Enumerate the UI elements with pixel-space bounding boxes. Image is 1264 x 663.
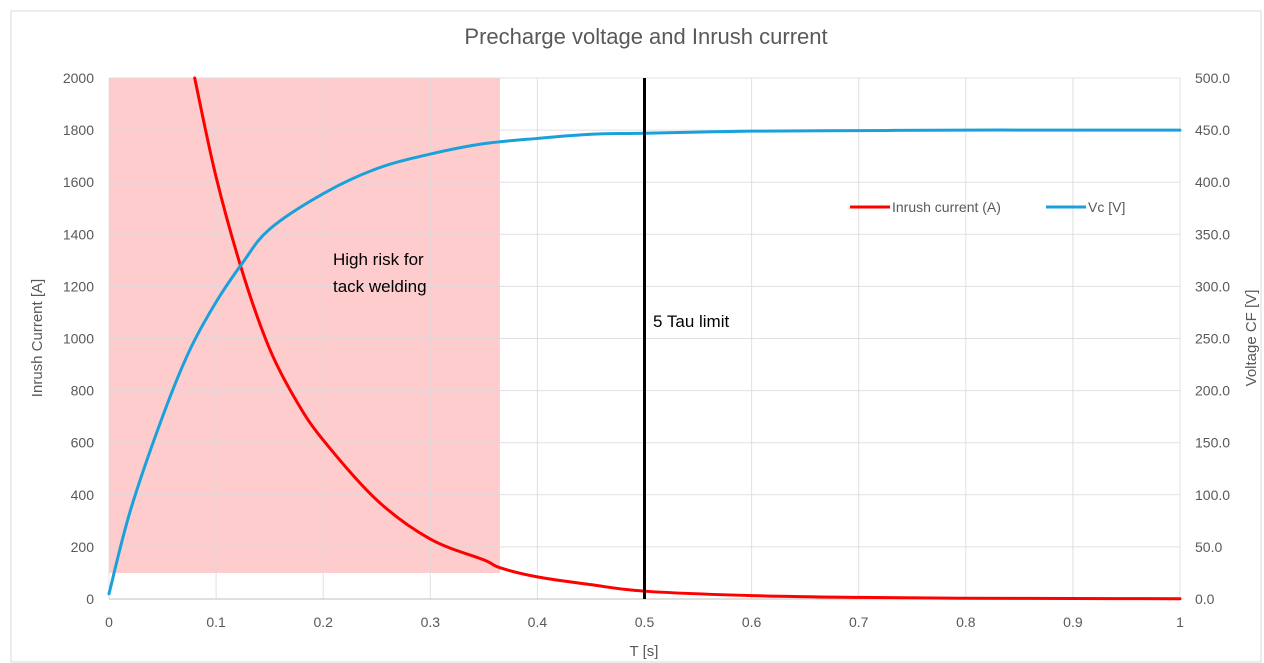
x-tick-label: 0.3: [421, 614, 441, 630]
y2-tick-label: 150.0: [1195, 435, 1230, 451]
risk-zone-label-line1: High risk for: [333, 250, 424, 269]
y-tick-label: 1800: [63, 122, 94, 138]
x-tick-label: 0.4: [528, 614, 548, 630]
x-tick-label: 0.2: [313, 614, 333, 630]
chart-title: Precharge voltage and Inrush current: [464, 24, 827, 49]
series-lines: [107, 76, 1182, 601]
x-tick-label: 0.9: [1063, 614, 1083, 630]
y-tick-label: 1000: [63, 331, 94, 347]
y2-tick-label: 350.0: [1195, 226, 1230, 242]
y2-tick-label: 400.0: [1195, 174, 1230, 190]
tau-limit-label: 5 Tau limit: [653, 312, 729, 331]
x-tick-label: 0.5: [635, 614, 655, 630]
legend-label-vc: Vc [V]: [1088, 199, 1125, 215]
y2-tick-label: 450.0: [1195, 122, 1230, 138]
y2-tick-label: 250.0: [1195, 331, 1230, 347]
x-axis-label: T [s]: [630, 643, 659, 660]
x-tick-label: 0.1: [206, 614, 226, 630]
y-axis-label: Inrush Current [A]: [29, 279, 46, 397]
y-tick-label: 0: [86, 591, 94, 607]
risk-zone: [109, 78, 500, 573]
y-tick-label: 2000: [63, 70, 94, 86]
x-tick-label: 0.8: [956, 614, 976, 630]
legend: Inrush current (A) Vc [V]: [850, 199, 1125, 215]
y-tick-label: 1400: [63, 226, 94, 242]
y-tick-label: 200: [71, 539, 95, 555]
series-line-vc: [107, 128, 1182, 596]
x-tick-label: 0.6: [742, 614, 762, 630]
y-tick-label: 600: [71, 435, 95, 451]
risk-zone-label-line2: tack welding: [333, 277, 427, 296]
y2-tick-label: 100.0: [1195, 487, 1230, 503]
risk-zone-rect: [109, 78, 500, 573]
y-tick-label: 1200: [63, 278, 94, 294]
y2-tick-label: 200.0: [1195, 383, 1230, 399]
y2-tick-label: 50.0: [1195, 539, 1222, 555]
y-tick-label: 400: [71, 487, 95, 503]
y2-axis-label: Voltage CF [V]: [1243, 290, 1260, 387]
x-tick-label: 1: [1176, 614, 1184, 630]
y2-tick-label: 300.0: [1195, 278, 1230, 294]
y2-tick-label: 500.0: [1195, 70, 1230, 86]
x-tick-label: 0: [105, 614, 113, 630]
series-line-inrush-current: [193, 76, 1182, 601]
y-tick-label: 800: [71, 383, 95, 399]
legend-label-inrush: Inrush current (A): [892, 199, 1001, 215]
x-tick-label: 0.7: [849, 614, 869, 630]
y-tick-label: 1600: [63, 174, 94, 190]
y2-tick-label: 0.0: [1195, 591, 1215, 607]
